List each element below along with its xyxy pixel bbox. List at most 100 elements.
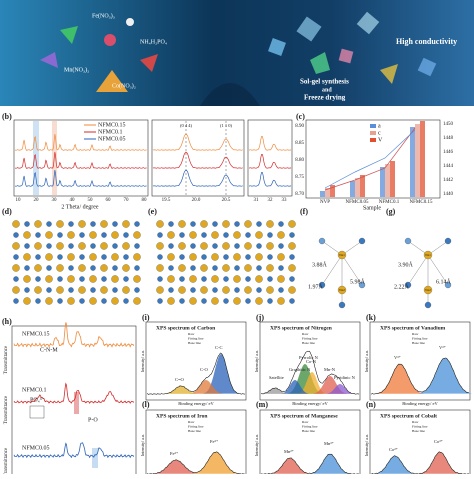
legend-label: NFMC0.15: [98, 122, 126, 128]
panel-letter: (n): [366, 400, 376, 409]
fit-peak: [203, 354, 239, 394]
atom-na: [189, 297, 197, 305]
atom-tm: [46, 265, 52, 271]
atom-na: [222, 220, 230, 228]
atom-tm: [289, 276, 295, 282]
bar-decor: [385, 164, 390, 197]
atom-tm: [168, 287, 174, 293]
atom-tm: [79, 298, 85, 304]
atom-na: [122, 264, 130, 272]
y-tick-label: 8.70: [295, 192, 304, 197]
atom-tm: [201, 298, 207, 304]
x-axis-label: Binding energy/ eV: [402, 401, 438, 406]
curve: [13, 442, 135, 459]
atom-tm: [24, 243, 30, 249]
fit-peak: [374, 456, 416, 474]
curve: [13, 382, 135, 404]
atom-tm: [267, 232, 273, 238]
y-axis-label: Intensity/ a.u.: [364, 434, 369, 456]
atom-tm: [46, 243, 52, 249]
atom-na: [423, 250, 433, 260]
legend-swatch: [370, 124, 376, 128]
atom: [358, 281, 366, 289]
atom-tm: [13, 232, 19, 238]
atom-tm: [245, 298, 251, 304]
x-tick-label: 30: [52, 198, 58, 203]
atom-tm: [289, 298, 295, 304]
atom-na: [222, 286, 230, 294]
atom-tm: [68, 243, 74, 249]
legend-swatch: [370, 138, 376, 142]
banner-decor: [40, 11, 437, 106]
atom-tm: [57, 232, 63, 238]
legend-label: Raw: [412, 420, 419, 424]
x-tick-label: 80: [142, 198, 148, 203]
atom-na: [34, 286, 42, 294]
atom: [318, 237, 326, 245]
bar-decor: [355, 178, 360, 197]
x-tick-label: 10: [16, 198, 22, 203]
peak-label: Pyridinic N: [334, 375, 356, 380]
atom-na: [89, 297, 97, 305]
y-tick-label: 8.90: [295, 124, 304, 129]
atom-na: [45, 275, 53, 283]
atom-tm: [256, 221, 262, 227]
atom-na: [34, 220, 42, 228]
y-axis-label: Intensity/ a.u.: [140, 350, 145, 372]
atom: [404, 281, 412, 289]
reagent-label: NH₄H₂PO₄: [140, 39, 167, 45]
atom-na: [67, 231, 75, 239]
atom-tm: [278, 265, 284, 271]
atom-tm: [157, 298, 163, 304]
atom-na: [167, 275, 175, 283]
bar-decor: [350, 181, 355, 197]
atom-label: Na1: [425, 253, 431, 257]
panel-letter: (j): [256, 313, 264, 322]
atom-na: [111, 275, 119, 283]
atom-tm: [245, 276, 251, 282]
plot-frame: [305, 119, 441, 199]
panel-letter: (i): [142, 313, 150, 322]
distance-label: 3.90Å: [398, 260, 414, 268]
fit-peak: [419, 452, 461, 474]
atom-na: [67, 297, 75, 305]
legend-label: Raw: [302, 332, 309, 336]
atom-tm: [101, 232, 107, 238]
plot-frame: [151, 119, 245, 197]
x-tick-label: 60: [106, 198, 112, 203]
reagent-label: Mn(NO₃)₂: [64, 66, 89, 73]
atom-na: [189, 253, 197, 261]
peak-label: V³⁺: [394, 355, 402, 360]
fit-peak: [192, 452, 240, 474]
legend-label: a: [378, 123, 381, 129]
y-axis-label: Intensity/ a.u.: [254, 350, 259, 372]
atom-tm: [278, 243, 284, 249]
x-tick-label: 40: [70, 198, 76, 203]
atom-tm: [123, 298, 129, 304]
atom-tm: [24, 287, 30, 293]
peak-label: C=O: [175, 377, 185, 382]
atom-tm: [35, 276, 41, 282]
atom-na: [100, 242, 108, 250]
atom-tm: [256, 287, 262, 293]
curve: [249, 135, 292, 151]
atom-na: [100, 264, 108, 272]
legend-label: c: [378, 130, 381, 136]
atom-tm: [112, 243, 118, 249]
atom-tm: [256, 243, 262, 249]
atom-na: [12, 220, 20, 228]
curve: [14, 151, 147, 169]
trend: [324, 129, 416, 189]
y2-tick-label: 1442: [443, 178, 454, 183]
atom-tm: [201, 276, 207, 282]
legend-label: V: [378, 137, 383, 143]
fit-peak: [280, 380, 310, 394]
atom-na: [423, 285, 433, 295]
atom-na: [89, 231, 97, 239]
atom-tm: [234, 221, 240, 227]
atom-na: [200, 220, 208, 228]
atom-tm: [79, 254, 85, 260]
y-axis-label: Transmittance: [4, 395, 9, 424]
atom-na: [122, 242, 130, 250]
atom-na: [34, 264, 42, 272]
